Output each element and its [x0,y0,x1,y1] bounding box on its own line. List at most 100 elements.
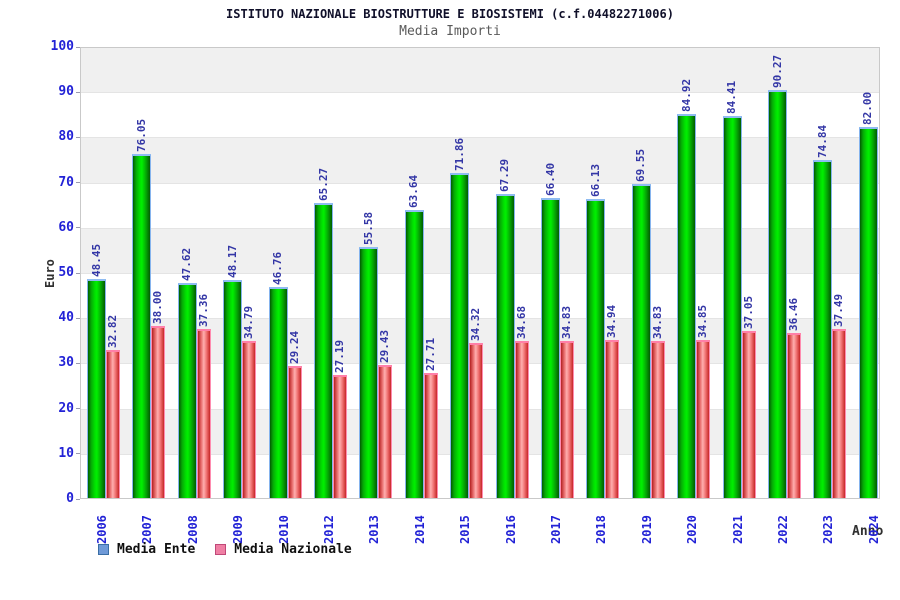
y-tick-mark [76,227,80,229]
value-label-media-ente-2014: 63.64 [407,175,421,209]
y-tick-label: 10 [58,445,74,461]
value-label-media-ente-2021: 84.41 [725,81,739,115]
x-tick-label-2023: 2023 [821,515,836,544]
value-label-media-ente-2017: 66.40 [543,162,557,196]
bar-media-nazionale-2021 [741,330,756,498]
bar-media-nazionale-2022 [787,333,801,498]
y-tick-mark [76,182,80,184]
value-label-media-nazionale-2018: 34.94 [605,304,619,339]
chart-subtitle: Media Importi [399,24,501,39]
value-label-media-ente-2020: 84.92 [679,79,693,113]
grid-band [81,274,879,320]
bar-media-nazionale-2007 [151,326,166,498]
y-tick-label: 40 [58,310,74,326]
y-tick-mark [76,498,80,500]
bar-media-nazionale-2023 [832,328,847,498]
value-label-media-nazionale-2008: 37.36 [196,294,210,328]
bar-media-ente-2021 [722,116,742,498]
legend-swatch-media-ente-icon [98,544,109,555]
bar-media-nazionale-2006 [106,349,120,498]
grid-band [81,138,879,184]
x-tick-label-2009: 2009 [231,515,246,544]
y-tick-mark [76,91,80,93]
x-tick-label-2015: 2015 [458,515,473,544]
bar-media-nazionale-2014 [423,372,438,498]
bar-media-nazionale-2020 [696,340,711,498]
x-tick-label-2017: 2017 [549,515,563,544]
y-tick-label: 90 [58,84,74,100]
y-tick-label: 80 [58,129,74,145]
bar-media-nazionale-2010 [287,365,302,498]
value-label-media-ente-2007: 76.05 [134,119,148,153]
bar-media-ente-2010 [268,286,288,498]
bar-media-ente-2019 [631,183,651,498]
value-label-media-nazionale-2020: 34.85 [696,305,710,339]
value-label-media-ente-2023: 74.84 [815,124,829,158]
grid-band [81,228,879,274]
value-label-media-ente-2018: 66.13 [588,163,602,198]
value-label-media-ente-2024: 82.00 [861,92,875,126]
bar-media-nazionale-2016 [514,341,529,498]
x-tick-label-2020: 2020 [685,515,700,544]
y-tick-label: 100 [50,39,74,54]
x-tick-label-2007: 2007 [140,515,155,544]
y-tick-mark [76,46,80,48]
bar-media-ente-2016 [495,193,515,498]
bar-media-ente-2012 [314,202,333,498]
value-label-media-ente-2012: 65.27 [316,167,330,201]
grid-band [81,48,879,94]
x-tick-label-2012: 2012 [322,515,336,544]
bar-media-nazionale-2012 [333,375,347,498]
y-tick-mark [76,272,80,274]
value-label-media-ente-2015: 71.86 [452,138,466,172]
bar-media-ente-2017 [541,197,560,498]
y-tick-mark [76,136,80,138]
value-label-media-nazionale-2006: 32.82 [106,314,119,348]
x-tick-label-2014: 2014 [412,515,427,544]
y-tick-mark [76,317,80,319]
legend-item-media-ente: Media Ente [98,542,195,557]
value-label-media-ente-2010: 46.76 [271,251,285,285]
chart-title: ISTITUTO NAZIONALE BIOSTRUTTURE E BIOSIS… [226,7,674,21]
bar-media-ente-2009 [223,280,243,498]
y-tick-mark [76,453,80,455]
y-tick-label: 70 [58,174,74,190]
bar-media-ente-2022 [768,89,787,498]
value-label-media-ente-2022: 90.27 [770,54,784,88]
value-label-media-nazionale-2021: 37.05 [741,295,755,329]
bar-media-nazionale-2015 [469,342,484,498]
x-axis-title: Anno [852,524,884,539]
y-tick-label: 0 [66,491,74,506]
y-tick-mark [76,362,80,364]
grid-band [81,93,879,139]
legend: Media Ente Media Nazionale [98,542,352,557]
value-label-media-ente-2013: 55.58 [361,211,375,245]
bar-media-nazionale-2019 [650,340,665,498]
value-label-media-nazionale-2022: 36.46 [787,298,800,332]
bar-media-nazionale-2008 [196,329,211,498]
x-tick-label-2021: 2021 [730,515,745,544]
value-label-media-ente-2009: 48.17 [225,245,239,279]
x-tick-label-2008: 2008 [185,515,200,544]
x-tick-label-2018: 2018 [594,515,609,544]
bar-media-ente-2018 [586,199,606,498]
y-tick-label: 60 [58,219,74,235]
legend-swatch-media-nazionale-icon [215,544,227,555]
value-label-media-nazionale-2023: 37.49 [832,293,846,327]
bar-media-ente-2024 [858,127,878,498]
bar-media-nazionale-2017 [560,340,574,498]
legend-label-media-nazionale: Media Nazionale [234,542,352,557]
grid-band [81,183,879,229]
y-tick-mark [76,408,80,410]
bar-media-nazionale-2013 [378,364,393,498]
value-label-media-nazionale-2014: 27.71 [423,337,437,371]
x-tick-label-2013: 2013 [367,515,382,544]
bar-media-ente-2015 [450,173,470,498]
bar-media-ente-2020 [677,114,697,498]
value-label-media-nazionale-2017: 34.83 [560,305,573,339]
value-label-media-ente-2016: 67.29 [498,158,512,192]
bar-media-ente-2014 [404,210,424,498]
value-label-media-ente-2008: 47.62 [180,247,194,281]
value-label-media-ente-2019: 69.55 [634,148,648,182]
